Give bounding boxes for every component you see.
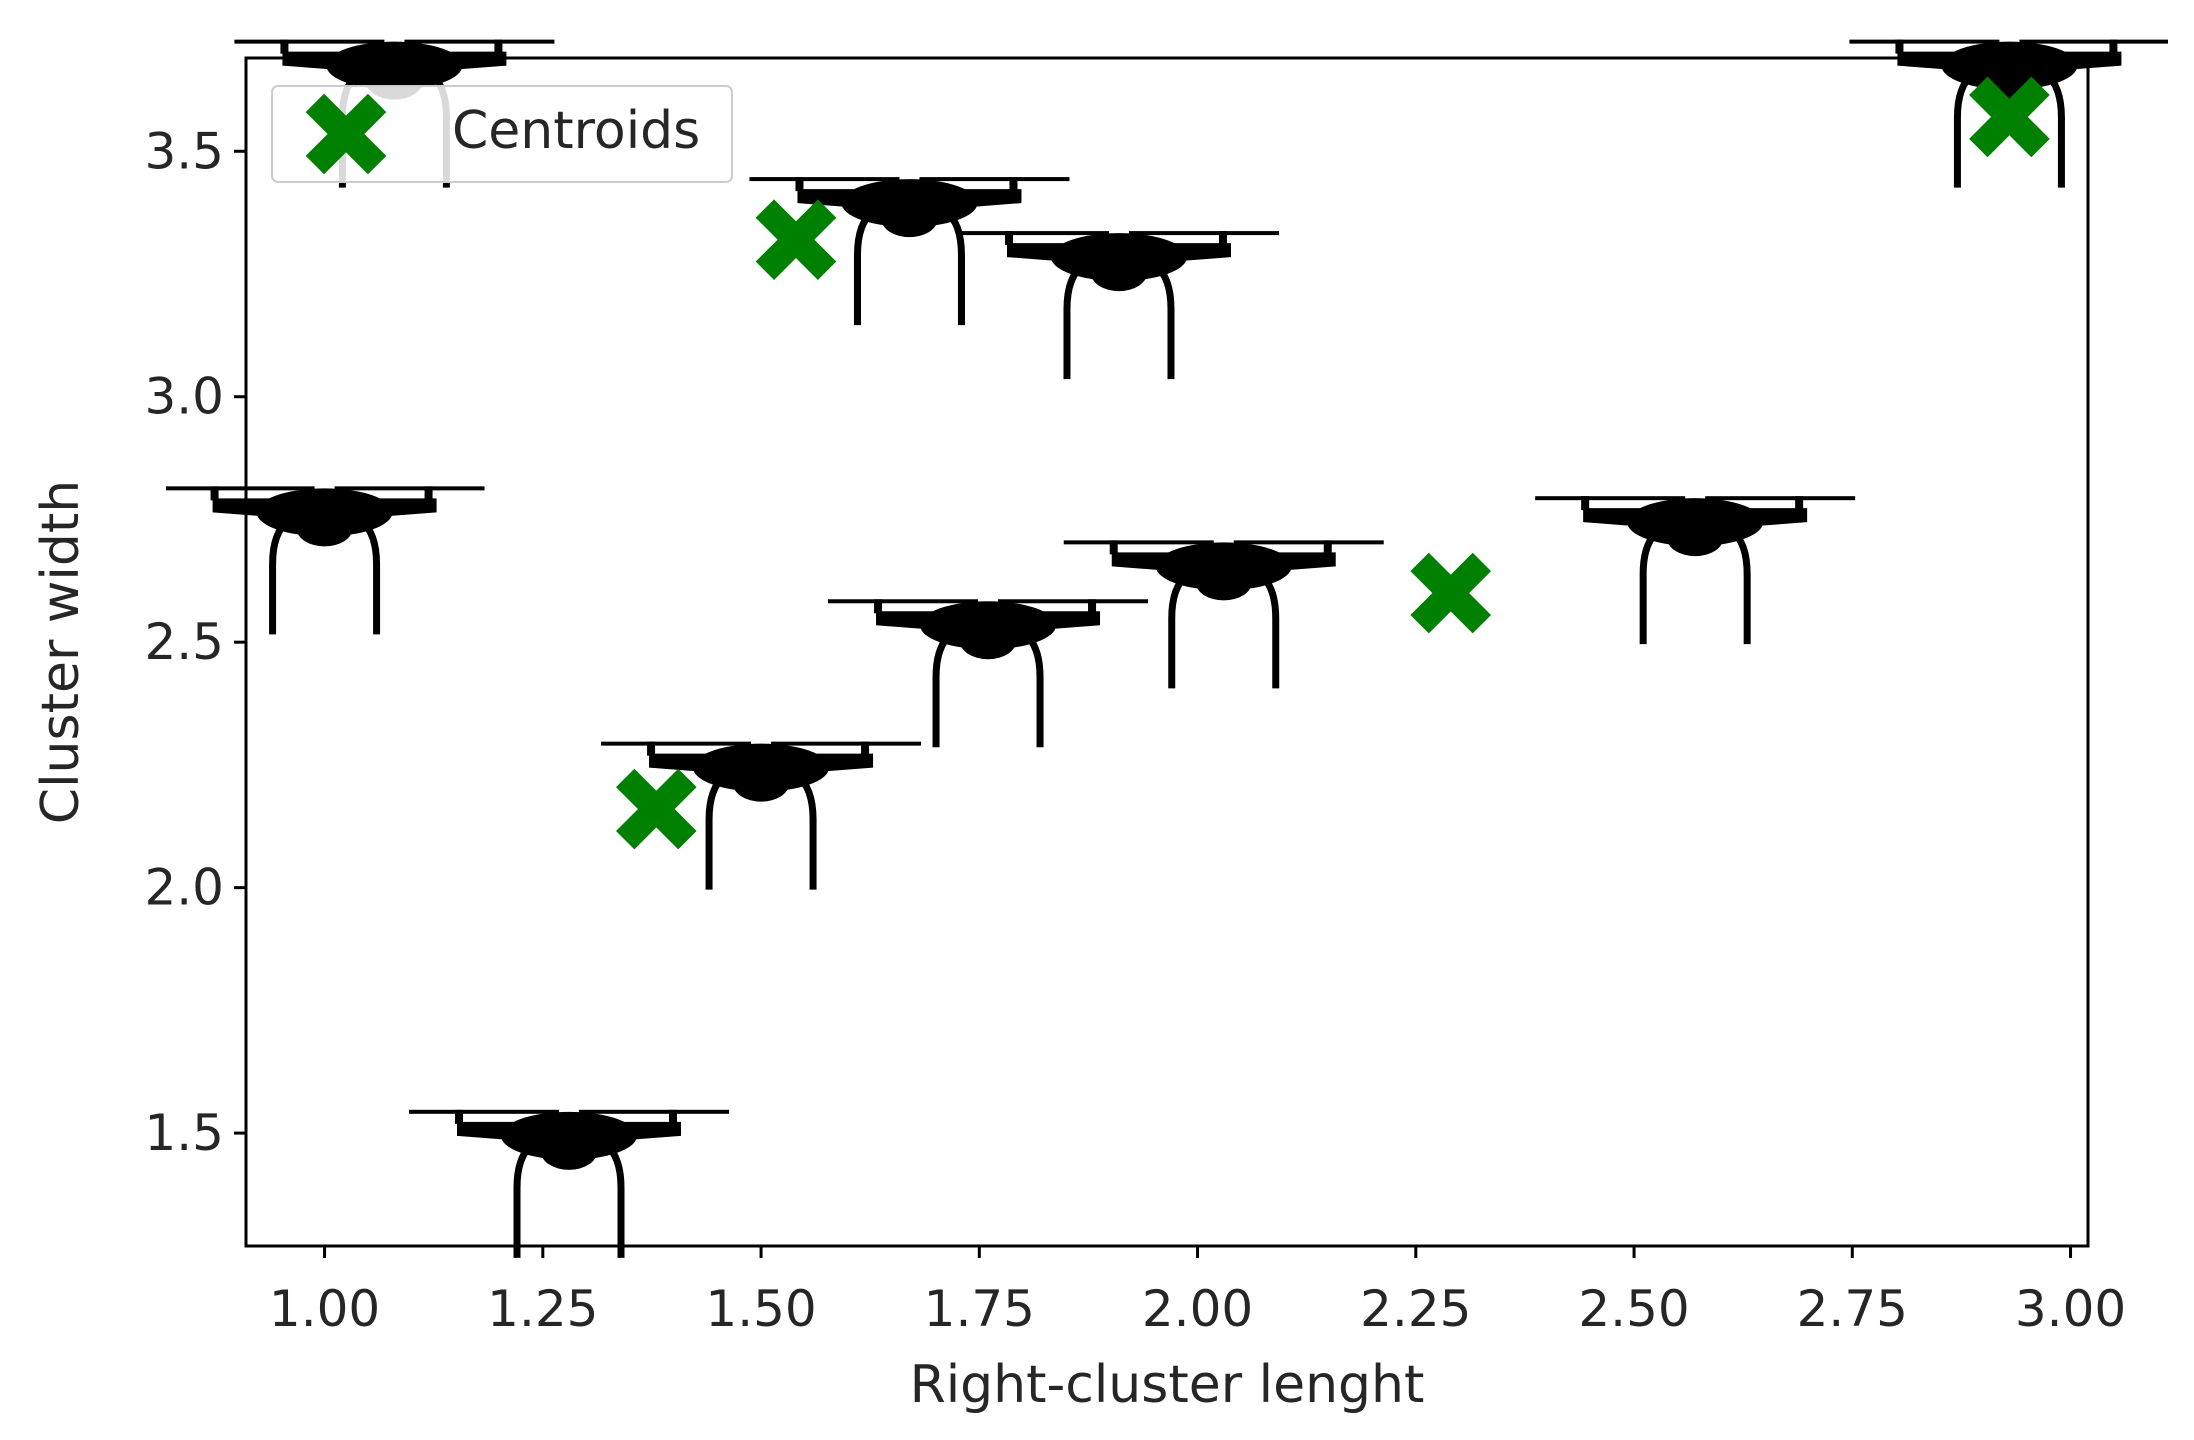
y-tick-label: 3.5 — [144, 122, 224, 180]
drone-icon — [166, 486, 485, 635]
x-tick-label: 2.50 — [1578, 1280, 1689, 1338]
legend-box — [271, 85, 733, 183]
drone-icon — [409, 1109, 730, 1258]
x-tick-label: 1.50 — [705, 1280, 816, 1338]
y-tick-label: 1.5 — [144, 1104, 224, 1162]
centroid-marker — [615, 768, 697, 850]
legend: Centroids — [271, 85, 733, 183]
plot-area-frame — [244, 56, 2090, 1248]
y-axis-ticks: 1.5 2.0 2.5 3.0 3.5 — [144, 122, 246, 1162]
centroid-marker — [1969, 76, 2050, 158]
x-tick-label: 1.75 — [924, 1280, 1035, 1338]
centroid-marker — [1410, 552, 1492, 634]
centroid-markers — [615, 76, 2050, 850]
x-tick-label: 1.25 — [487, 1280, 598, 1338]
x-tick-label: 2.25 — [1360, 1280, 1471, 1338]
y-axis-label: Cluster width — [31, 480, 91, 824]
y-tick-label: 2.0 — [144, 859, 224, 917]
x-tick-label: 2.00 — [1142, 1280, 1253, 1338]
legend-centroid-marker — [305, 93, 387, 175]
drone-icon — [828, 599, 1149, 748]
y-tick-label: 2.5 — [144, 613, 224, 671]
drone-icon — [1063, 540, 1384, 689]
drone-markers — [166, 39, 2168, 1258]
centroid-marker — [755, 199, 837, 280]
drone-icon — [749, 177, 1070, 326]
x-tick-label: 3.00 — [2015, 1280, 2126, 1338]
y-tick-label: 3.0 — [144, 368, 224, 426]
x-axis-ticks: 1.00 1.25 1.50 1.75 2.00 2.25 2.50 2.75 3.00 — [269, 1246, 2126, 1338]
x-tick-label: 2.75 — [1797, 1280, 1908, 1338]
drone-icon — [601, 741, 922, 890]
legend-label-centroids: Centroids — [452, 101, 700, 161]
drone-icon — [1535, 496, 1856, 645]
legend-x-icon — [305, 93, 387, 175]
x-tick-label: 1.00 — [269, 1280, 380, 1338]
x-axis-label: Right-cluster lenght — [910, 1355, 1425, 1415]
drone-icon — [958, 231, 1279, 380]
